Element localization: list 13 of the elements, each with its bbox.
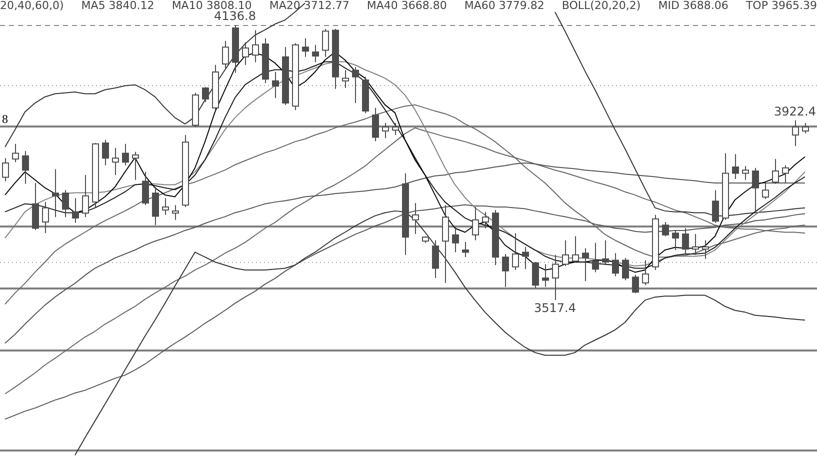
annotation: 8 xyxy=(2,112,8,127)
text: MA10 3808.10 xyxy=(172,0,252,12)
text: MA40 3668.80 xyxy=(366,0,447,12)
text: TOP 3965.39 xyxy=(746,0,817,12)
text: 20,40,60,0) xyxy=(0,0,64,12)
text: MID 3688.06 xyxy=(658,0,728,12)
annotation: 4136.8 xyxy=(214,9,256,24)
text: MA60 3779.82 xyxy=(464,0,544,12)
annotation: 3922.4 xyxy=(774,104,816,118)
text: MA20 3712.77 xyxy=(269,0,350,12)
text: MA5 3840.12 xyxy=(81,0,154,12)
annotation: 3517.4 xyxy=(534,301,576,316)
text: BOLL(20,20,2) xyxy=(562,0,641,12)
